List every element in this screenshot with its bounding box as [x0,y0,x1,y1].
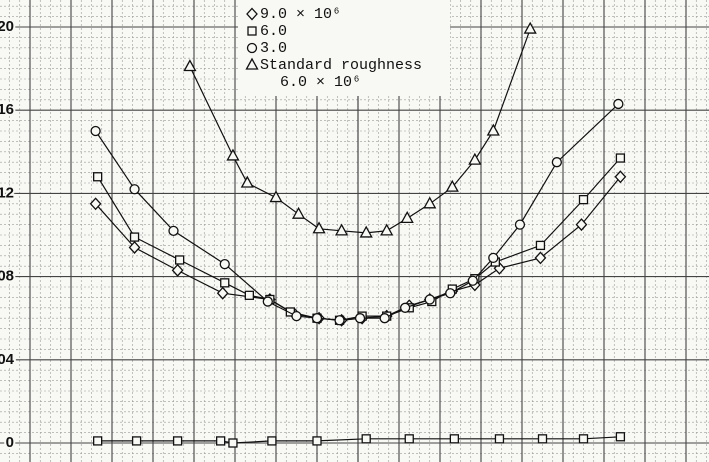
marker [468,152,482,165]
marker [312,221,326,234]
marker [424,294,435,305]
marker [219,258,230,270]
marker [615,432,626,442]
marker [291,206,306,219]
marker [129,232,140,242]
marker [174,255,185,265]
legend-label: Standard roughness [260,57,422,74]
marker [226,148,240,161]
marker [220,278,230,288]
marker [172,436,183,446]
y-tick-label: 08 [0,268,14,285]
marker [228,438,238,448]
marker [262,296,273,307]
marker [494,434,505,444]
marker [578,194,589,205]
series-line [97,157,621,321]
marker [575,218,588,232]
marker [334,315,345,326]
legend-marker [247,26,257,36]
marker [244,290,255,300]
legend-marker [246,42,258,54]
legend-label: 6.0 [260,23,287,40]
marker [335,223,349,236]
marker [537,434,548,444]
series-line [95,176,621,321]
marker [312,436,322,446]
marker [449,434,460,444]
y-tick-label: 0 [6,434,14,451]
marker [269,190,283,203]
marker [131,436,142,446]
marker [359,225,373,238]
marker [551,157,562,168]
marker [514,219,526,230]
marker [354,313,366,324]
marker [291,310,302,322]
marker [404,434,414,444]
marker [216,286,229,300]
y-tick-label: 12 [0,184,14,201]
marker [93,436,103,446]
marker [361,434,371,444]
marker [578,434,589,444]
marker [240,175,254,188]
marker [445,288,456,299]
marker [400,211,414,224]
marker [523,21,537,34]
marker [467,275,478,286]
marker [488,252,499,264]
marker [379,313,390,324]
marker [380,223,394,236]
series-line [97,436,621,444]
marker [128,241,141,254]
marker [215,436,226,446]
legend-marker [246,7,258,21]
marker [93,172,103,182]
marker [267,436,277,446]
series-line [95,103,619,321]
y-tick-label: 04 [0,351,15,368]
legend-box [238,0,450,96]
plot-area [89,21,627,448]
legend-marker [245,57,259,70]
legend-note: 6.0 × 10⁶ [280,74,361,91]
marker [534,251,547,265]
marker [613,98,624,110]
marker [183,59,197,72]
y-tick-label: 20 [0,18,14,35]
marker [486,123,500,136]
marker [535,240,546,251]
marker [311,313,323,324]
marker [171,263,184,277]
marker [90,125,101,137]
marker [89,197,102,211]
marker [399,302,411,313]
marker [129,184,140,195]
marker [168,225,179,236]
legend-label: 3.0 [260,40,287,57]
marker [445,179,459,192]
marker [615,153,626,163]
marker [423,196,437,209]
y-tick-label: 16 [0,101,14,118]
legend-label: 9.0 × 10⁶ [260,6,341,23]
marker [614,170,627,184]
